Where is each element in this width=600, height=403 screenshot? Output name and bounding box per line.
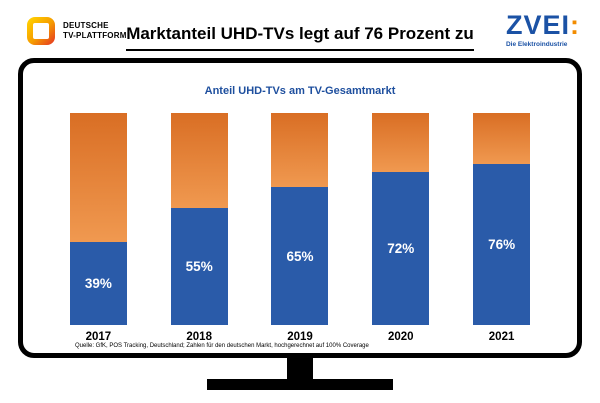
bar-column-2018: 55% 2018 [170, 113, 228, 343]
bars: 39% 2017 55% 2018 65% 2019 72% 2020 76% 2021 [48, 113, 552, 353]
bar-segment-uhd: 55% [170, 208, 228, 325]
bar-value-label: 55% [185, 259, 213, 275]
bar-segment-rest [372, 113, 430, 173]
bar-segment-uhd: 76% [473, 163, 531, 325]
year-label: 2018 [186, 331, 212, 343]
year-label: 2017 [85, 331, 112, 343]
bar-segment-uhd: 39% [69, 242, 127, 325]
logo-line2: TV-PLATTFORM [63, 31, 127, 40]
tv-plattform-logo-text: DEUTSCHE TV-PLATTFORM [63, 21, 127, 42]
zvei-wordmark: ZVEI: [506, 12, 580, 39]
bar-value-label: 72% [387, 241, 415, 257]
zvei-subtitle: Die Elektroindustrie [505, 41, 568, 48]
bar-segment-rest [170, 113, 228, 209]
stacked-bar: 76% [473, 113, 531, 325]
bar-segment-uhd: 65% [271, 187, 329, 325]
bar-segment-rest [271, 113, 329, 188]
logo-line1: DEUTSCHE [63, 20, 109, 30]
deutsche-tv-plattform-logo: DEUTSCHE TV-PLATTFORM [26, 16, 127, 46]
page-title: Marktanteil UHD-TVs legt auf 76 Prozent … [0, 24, 600, 51]
tv-plattform-square-icon [27, 17, 55, 45]
stacked-bar: 55% [170, 113, 228, 325]
bar-segment-rest [69, 113, 127, 243]
tv-stand-neck [287, 356, 313, 381]
source-footnote: Quelle: GfK, POS Tracking, Deutschland; … [75, 343, 369, 349]
bar-segment-rest [473, 113, 531, 164]
zvei-name: ZVEI [505, 10, 570, 40]
tv-frame: Anteil UHD-TVs am TV-Gesamtmarkt 39% 2017… [18, 58, 582, 358]
zvei-logo: ZVEI: Die Elektroindustrie [505, 12, 580, 49]
tv-stand-base [207, 379, 393, 390]
stacked-bar: 39% [69, 113, 127, 325]
bar-column-2017: 39% 2017 [69, 113, 127, 343]
chart-title: Anteil UHD-TVs am TV-Gesamtmarkt [204, 85, 396, 97]
stacked-bar: 65% [271, 113, 329, 325]
bar-value-label: 76% [488, 236, 516, 252]
bar-value-label: 65% [286, 248, 314, 264]
stacked-bar: 72% [372, 113, 430, 325]
page-title-text: Marktanteil UHD-TVs legt auf 76 Prozent … [126, 24, 474, 51]
bar-column-2020: 72% 2020 [372, 113, 430, 343]
bar-value-label: 39% [84, 276, 112, 292]
year-label: 2019 [287, 331, 313, 343]
zvei-colon: : [570, 10, 580, 40]
bar-segment-uhd: 72% [372, 172, 430, 325]
year-label: 2020 [387, 331, 414, 343]
bar-column-2019: 65% 2019 [271, 113, 329, 343]
year-label: 2021 [488, 331, 515, 343]
bar-column-2021: 76% 2021 [473, 113, 531, 343]
